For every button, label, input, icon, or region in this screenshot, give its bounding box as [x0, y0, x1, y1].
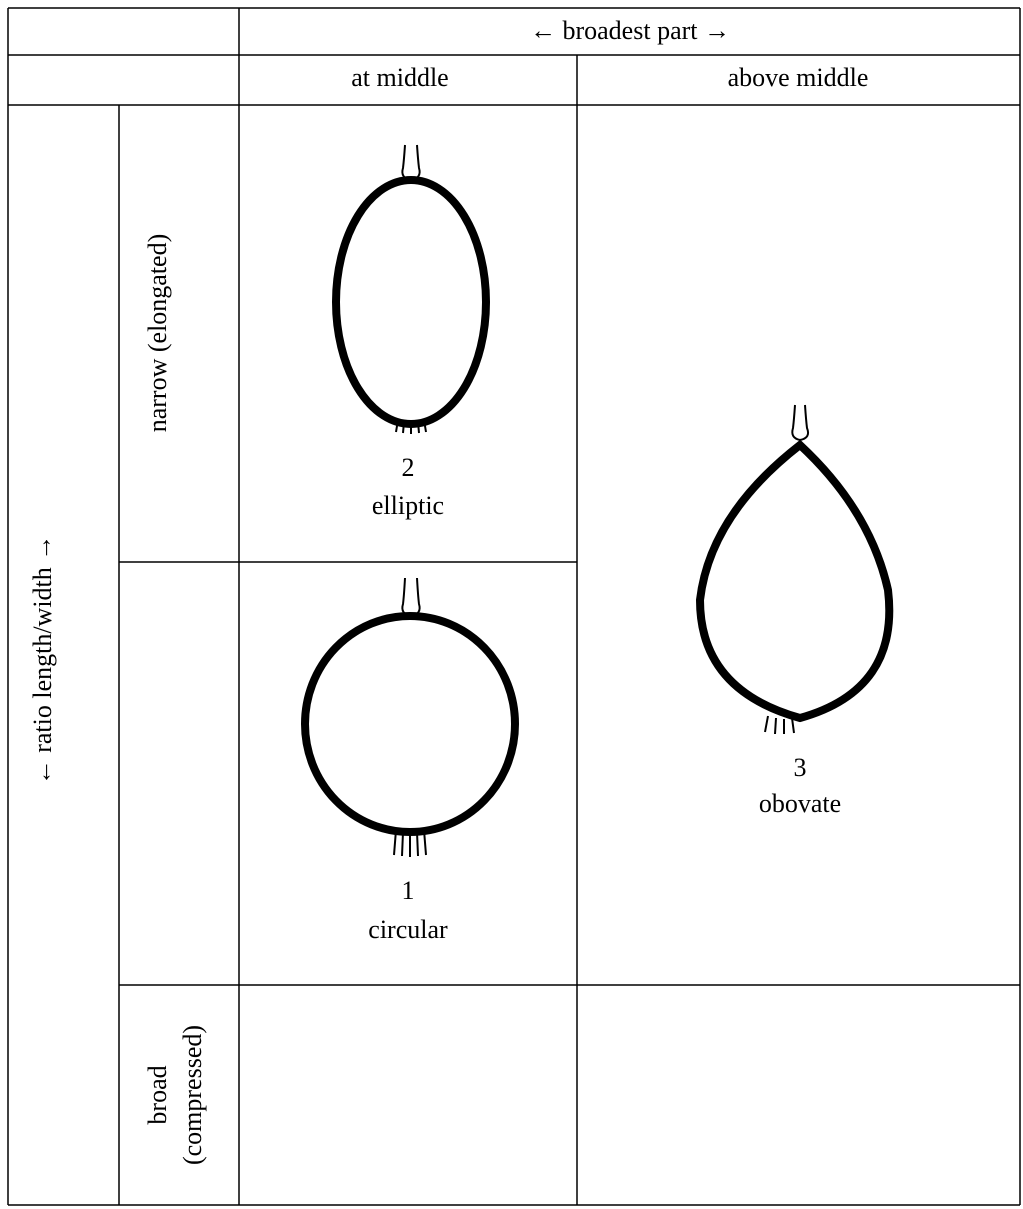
circular-shape	[301, 577, 519, 857]
shape-number: 2	[402, 453, 415, 482]
table-grid	[7, 7, 1021, 1206]
obovate-shape	[695, 404, 894, 735]
row-label: broad	[143, 1065, 172, 1124]
shape-number: 3	[794, 753, 807, 782]
row-label: narrow (elongated)	[143, 234, 172, 433]
row-label: (compressed)	[178, 1025, 207, 1165]
shape-name: circular	[368, 915, 448, 944]
header-title: ← broadest part →	[530, 16, 730, 45]
axis-label: ← ratio length/width →	[28, 535, 57, 786]
shape-name: obovate	[759, 789, 841, 818]
elliptic-shape	[332, 144, 490, 434]
shape-number: 1	[402, 876, 415, 905]
column-header: at middle	[351, 63, 448, 92]
shape-name: elliptic	[372, 491, 444, 520]
column-header: above middle	[728, 63, 869, 92]
